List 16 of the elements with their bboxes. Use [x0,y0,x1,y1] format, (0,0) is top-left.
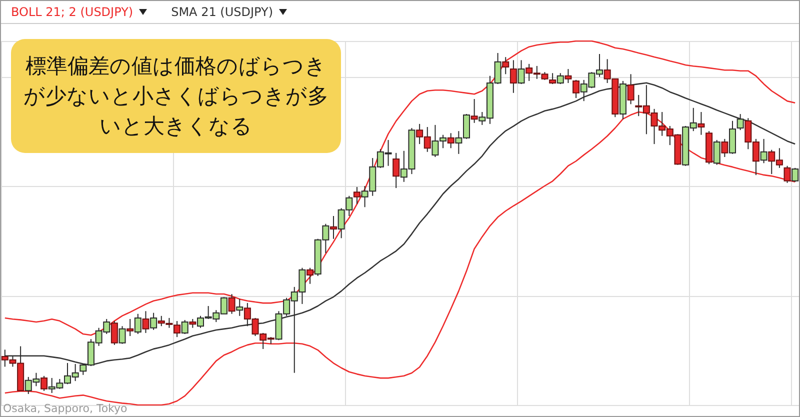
annotation: 標準偏差の値は価格のばらつきが少ないと小さくばらつきが多いと大きくなる [22,53,330,140]
candlestick [729,120,736,154]
text: SMA 21 (USDJPY) [171,5,274,19]
candlestick [760,138,768,164]
candlestick [118,326,126,344]
candlestick [150,312,158,330]
candlestick [134,313,142,334]
annotation: Osaka, Sapporo, Tokyo [3,402,128,415]
candlestick [736,114,744,131]
candlestick [713,139,720,166]
candlestick [556,72,564,85]
candlestick [518,60,525,85]
candlestick [236,298,244,316]
candlestick [181,320,188,334]
text: BOLL 21; 2 (USDJPY) [11,5,134,19]
candlestick [792,167,799,182]
